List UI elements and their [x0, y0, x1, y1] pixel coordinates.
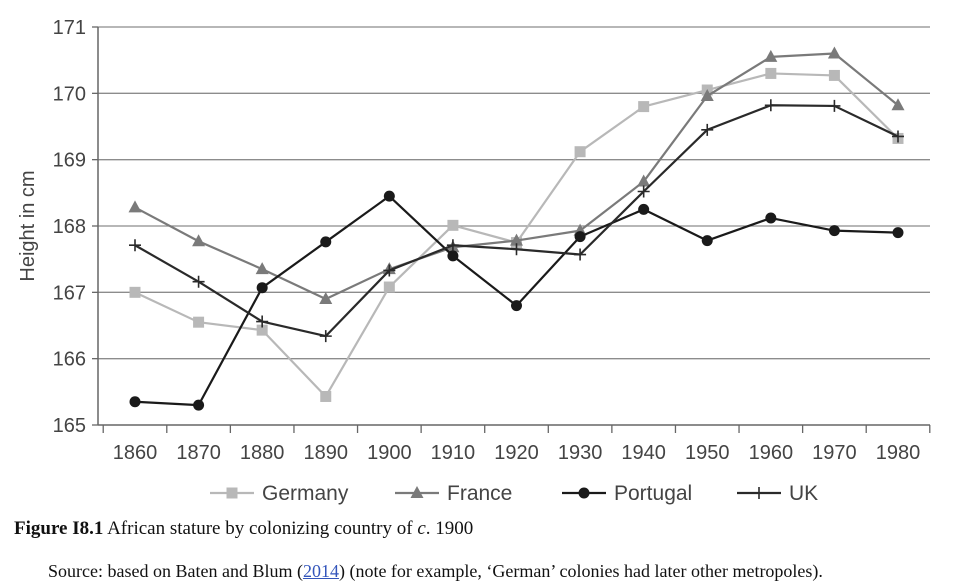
data-point-france	[192, 234, 206, 247]
data-point-france	[510, 233, 523, 246]
x-tick-label: 1910	[431, 442, 476, 464]
legend-item-france: France	[395, 482, 512, 505]
legend-label-portugal: Portugal	[614, 482, 692, 505]
data-point-france	[128, 200, 142, 213]
data-point-portugal	[892, 227, 904, 239]
x-tick-label: 1970	[812, 442, 857, 464]
series-lines	[128, 46, 905, 411]
data-point-uk	[192, 275, 205, 288]
x-tick-label: 1860	[113, 442, 158, 464]
x-tick-label: 1980	[876, 442, 921, 464]
x-tick-label: 1900	[367, 442, 412, 464]
data-point-germany	[193, 316, 205, 328]
series-france	[128, 46, 905, 304]
data-point-uk	[129, 239, 141, 252]
citation-link[interactable]: 2014	[302, 561, 339, 581]
data-point-uk	[764, 99, 777, 112]
series-uk	[129, 99, 904, 343]
y-axis-title: Height in cm	[17, 170, 39, 281]
data-point-portugal	[256, 282, 268, 294]
source-note: Source: based on Baten and Blum (2014) (…	[48, 561, 823, 582]
data-point-france	[637, 174, 651, 187]
data-point-germany	[383, 281, 395, 293]
figure-label: Figure I8.1	[14, 518, 104, 539]
axes: 165 166 167 168 169 170 171 1860 1870 1880 1890 190…	[53, 17, 931, 464]
data-point-france	[891, 98, 905, 111]
figure-caption: Figure I8.1 African stature by colonizin…	[14, 518, 473, 540]
caption-text-end: . 1900	[425, 518, 474, 539]
y-tick-label: 165	[53, 415, 86, 437]
data-point-uk	[574, 248, 587, 261]
data-point-uk	[256, 315, 269, 328]
data-point-germany	[574, 146, 586, 158]
data-point-uk	[828, 99, 841, 112]
data-point-germany	[765, 67, 777, 79]
data-point-uk	[319, 330, 332, 343]
data-point-portugal	[574, 231, 586, 243]
legend-label-france: France	[447, 482, 512, 505]
data-point-germany	[129, 286, 141, 298]
legend-label-uk: UK	[789, 482, 818, 505]
data-point-portugal	[765, 212, 777, 224]
x-tick-label: 1870	[176, 442, 221, 464]
data-point-portugal	[638, 203, 650, 215]
data-point-portugal	[129, 396, 141, 408]
x-tick-label: 1880	[240, 442, 285, 464]
gridlines	[98, 26, 930, 360]
legend-marker-portugal	[578, 487, 590, 499]
data-point-germany	[828, 69, 840, 81]
data-point-germany	[638, 101, 650, 113]
legend-item-portugal: Portugal	[562, 482, 692, 505]
data-point-portugal	[383, 190, 395, 202]
data-point-france	[319, 291, 333, 304]
x-tick-label: 1940	[621, 442, 666, 464]
x-tick-label: 1960	[749, 442, 794, 464]
x-tick-label: 1930	[558, 442, 603, 464]
data-point-uk	[701, 123, 714, 136]
series-portugal	[129, 190, 904, 411]
x-tick-label: 1890	[304, 442, 349, 464]
data-point-germany	[256, 324, 268, 336]
caption-text: African stature by colonizing country of	[103, 518, 418, 539]
data-point-france	[827, 46, 841, 59]
data-point-portugal	[701, 235, 713, 247]
line-chart: 165 166 167 168 169 170 171 1860 1870 1880 1890 190…	[17, 17, 931, 505]
data-point-portugal	[320, 236, 332, 248]
data-point-france	[764, 49, 778, 62]
data-point-france	[255, 262, 269, 275]
data-point-uk	[510, 243, 523, 256]
data-point-germany	[320, 390, 332, 402]
source-text-end: ) (note for example, ‘German’ colonies h…	[338, 561, 823, 581]
y-tick-label: 171	[53, 17, 86, 39]
data-point-portugal	[828, 225, 840, 237]
data-point-uk	[383, 264, 396, 277]
legend-item-uk: UK	[737, 482, 818, 505]
data-point-portugal	[511, 300, 522, 312]
legend-label-germany: Germany	[262, 482, 349, 505]
y-tick-label: 167	[53, 282, 86, 304]
y-tick-label: 168	[53, 216, 86, 238]
data-point-france	[700, 88, 714, 101]
data-point-portugal	[447, 250, 459, 262]
data-point-uk	[892, 130, 904, 143]
data-point-uk	[446, 239, 459, 252]
legend: Germany France Portugal UK	[210, 482, 818, 505]
data-point-uk	[637, 185, 650, 198]
legend-item-germany: Germany	[210, 482, 349, 505]
data-point-germany	[447, 219, 459, 231]
caption-italic: c	[417, 518, 426, 539]
legend-marker-germany	[226, 487, 238, 499]
y-tick-label: 169	[53, 150, 86, 172]
data-point-portugal	[193, 399, 205, 411]
y-tick-label: 166	[53, 349, 86, 371]
legend-marker-uk	[753, 487, 765, 499]
source-text: Source: based on Baten and Blum (	[48, 561, 303, 581]
series-line-france	[134, 52, 899, 301]
x-tick-label: 1950	[685, 442, 730, 464]
y-tick-label: 170	[53, 83, 86, 105]
x-tick-label: 1920	[494, 442, 539, 464]
legend-marker-france	[410, 486, 424, 498]
